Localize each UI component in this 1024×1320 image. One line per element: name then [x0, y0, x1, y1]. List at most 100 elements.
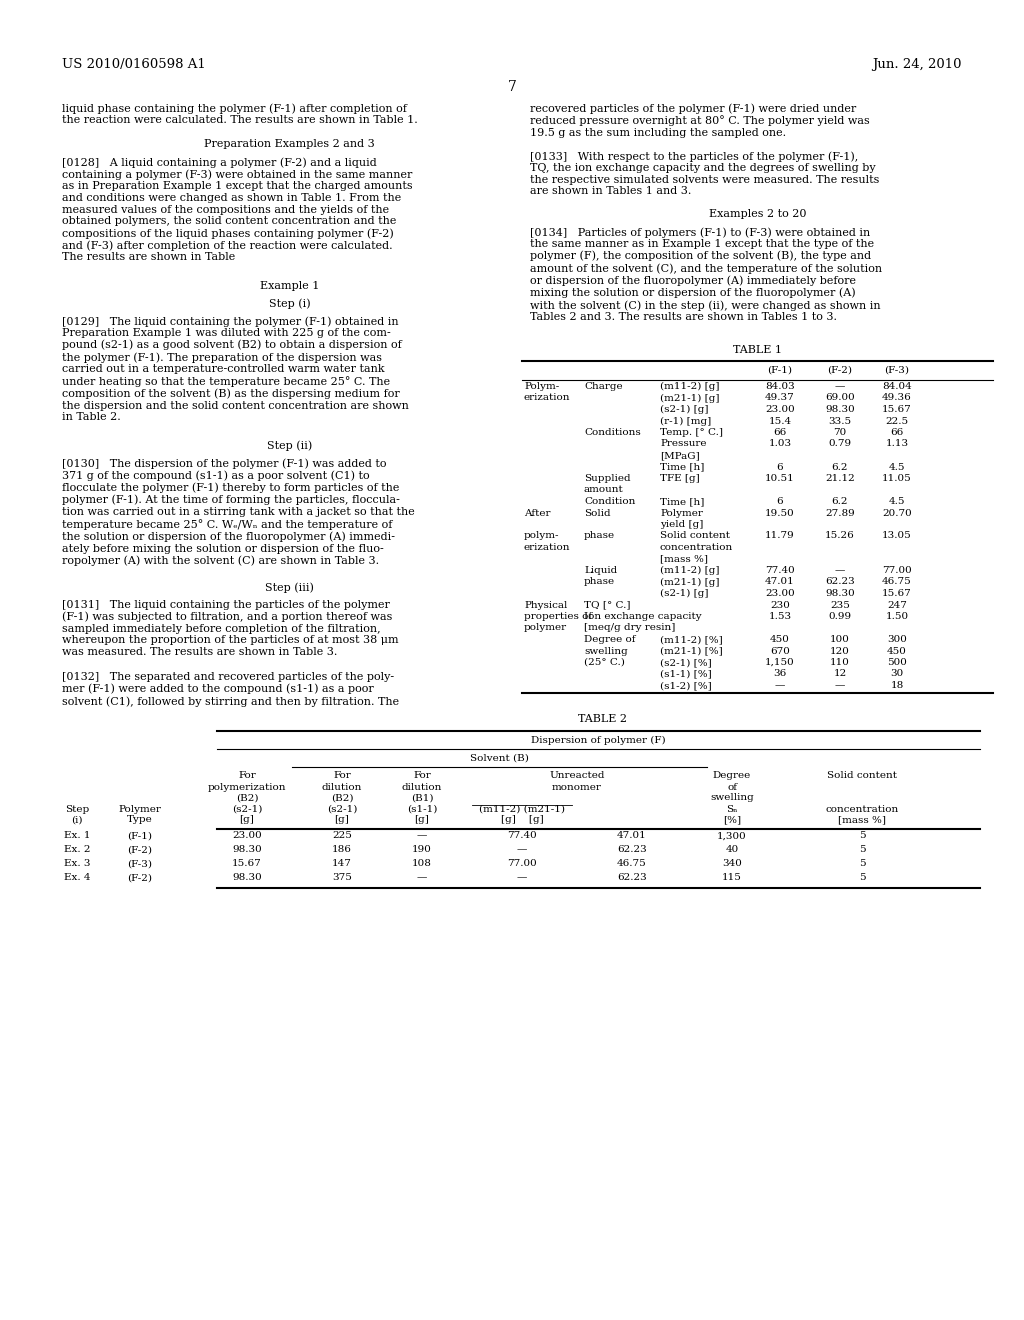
Text: [0128]   A liquid containing a polymer (F-2) and a liquid
containing a polymer (: [0128] A liquid containing a polymer (F-… — [62, 157, 413, 263]
Text: 15.4: 15.4 — [768, 417, 792, 425]
Text: 98.30: 98.30 — [232, 874, 262, 883]
Text: 21.12: 21.12 — [825, 474, 855, 483]
Text: Type: Type — [127, 816, 153, 825]
Text: 23.00: 23.00 — [765, 405, 795, 414]
Text: 15.67: 15.67 — [882, 405, 912, 414]
Text: Solid: Solid — [584, 508, 610, 517]
Text: swelling: swelling — [710, 793, 754, 803]
Text: 27.89: 27.89 — [825, 508, 855, 517]
Text: (m21-1) [%]: (m21-1) [%] — [660, 647, 723, 656]
Text: 300: 300 — [887, 635, 907, 644]
Text: 13.05: 13.05 — [882, 532, 912, 540]
Text: 98.30: 98.30 — [825, 405, 855, 414]
Text: 98.30: 98.30 — [232, 846, 262, 854]
Text: Solid content: Solid content — [660, 532, 730, 540]
Text: (F-2): (F-2) — [128, 846, 153, 854]
Text: (F-3): (F-3) — [128, 859, 153, 869]
Text: 47.01: 47.01 — [617, 832, 647, 841]
Text: 36: 36 — [773, 669, 786, 678]
Text: 30: 30 — [891, 669, 903, 678]
Text: 190: 190 — [412, 846, 432, 854]
Text: Liquid: Liquid — [584, 566, 617, 576]
Text: (m21-1) [g]: (m21-1) [g] — [660, 393, 720, 403]
Text: (F-2): (F-2) — [827, 366, 853, 375]
Text: erization: erization — [524, 393, 570, 403]
Text: polymerization: polymerization — [208, 783, 287, 792]
Text: 23.00: 23.00 — [765, 589, 795, 598]
Text: 84.03: 84.03 — [765, 381, 795, 391]
Text: 6.2: 6.2 — [831, 462, 848, 471]
Text: —: — — [417, 874, 427, 883]
Text: —: — — [835, 381, 845, 391]
Text: 77.40: 77.40 — [507, 832, 537, 841]
Text: (m21-1) [g]: (m21-1) [g] — [660, 578, 720, 586]
Text: —: — — [775, 681, 785, 690]
Text: 77.40: 77.40 — [765, 566, 795, 576]
Text: swelling: swelling — [584, 647, 628, 656]
Text: Jun. 24, 2010: Jun. 24, 2010 — [872, 58, 962, 71]
Text: 0.99: 0.99 — [828, 612, 852, 620]
Text: 23.00: 23.00 — [232, 832, 262, 841]
Text: 22.5: 22.5 — [886, 417, 908, 425]
Text: 46.75: 46.75 — [882, 578, 912, 586]
Text: [meq/g dry resin]: [meq/g dry resin] — [584, 623, 676, 632]
Text: [0134]   Particles of polymers (F-1) to (F-3) were obtained in
the same manner a: [0134] Particles of polymers (F-1) to (F… — [530, 227, 882, 322]
Text: After: After — [524, 508, 551, 517]
Text: (r-1) [mg]: (r-1) [mg] — [660, 417, 712, 425]
Text: Polymer: Polymer — [660, 508, 702, 517]
Text: 225: 225 — [332, 832, 352, 841]
Text: —: — — [517, 874, 527, 883]
Text: 20.70: 20.70 — [882, 508, 912, 517]
Text: Step: Step — [65, 804, 89, 813]
Text: Condition: Condition — [584, 498, 635, 506]
Text: 46.75: 46.75 — [617, 859, 647, 869]
Text: 235: 235 — [830, 601, 850, 610]
Text: 5: 5 — [859, 859, 865, 869]
Text: (s1-1): (s1-1) — [407, 804, 437, 813]
Text: 6: 6 — [776, 498, 783, 506]
Text: Temp. [° C.]: Temp. [° C.] — [660, 428, 723, 437]
Text: (B1): (B1) — [411, 793, 433, 803]
Text: (F-3): (F-3) — [885, 366, 909, 375]
Text: (m11-2) [g]: (m11-2) [g] — [660, 381, 720, 391]
Text: 110: 110 — [830, 657, 850, 667]
Text: Example 1: Example 1 — [260, 281, 319, 290]
Text: 120: 120 — [830, 647, 850, 656]
Text: recovered particles of the polymer (F-1) were dried under
reduced pressure overn: recovered particles of the polymer (F-1)… — [530, 103, 869, 137]
Text: 100: 100 — [830, 635, 850, 644]
Text: amount: amount — [584, 486, 624, 495]
Text: Supplied: Supplied — [584, 474, 631, 483]
Text: [mass %]: [mass %] — [660, 554, 708, 564]
Text: (s2-1) [g]: (s2-1) [g] — [660, 589, 709, 598]
Text: (s2-1) [g]: (s2-1) [g] — [660, 405, 709, 414]
Text: Ex. 2: Ex. 2 — [63, 846, 90, 854]
Text: (F-1): (F-1) — [768, 366, 793, 375]
Text: [0129]   The liquid containing the polymer (F-1) obtained in
Preparation Example: [0129] The liquid containing the polymer… — [62, 315, 409, 422]
Text: Step (ii): Step (ii) — [267, 440, 312, 450]
Text: Step (i): Step (i) — [268, 298, 310, 309]
Text: 62.23: 62.23 — [617, 874, 647, 883]
Text: [mass %]: [mass %] — [838, 816, 886, 825]
Text: For: For — [413, 771, 431, 780]
Text: 450: 450 — [887, 647, 907, 656]
Text: 375: 375 — [332, 874, 352, 883]
Text: properties of: properties of — [524, 612, 592, 620]
Text: 10.51: 10.51 — [765, 474, 795, 483]
Text: (i): (i) — [72, 816, 83, 825]
Text: 5: 5 — [859, 832, 865, 841]
Text: (s2-1): (s2-1) — [231, 804, 262, 813]
Text: 33.5: 33.5 — [828, 417, 852, 425]
Text: Degree: Degree — [713, 771, 752, 780]
Text: 108: 108 — [412, 859, 432, 869]
Text: 1.53: 1.53 — [768, 612, 792, 620]
Text: Ex. 3: Ex. 3 — [63, 859, 90, 869]
Text: [0130]   The dispersion of the polymer (F-1) was added to
371 g of the compound : [0130] The dispersion of the polymer (F-… — [62, 458, 415, 566]
Text: 0.79: 0.79 — [828, 440, 852, 449]
Text: (m11-2) (m21-1): (m11-2) (m21-1) — [479, 804, 565, 813]
Text: Sₙ: Sₙ — [726, 804, 737, 813]
Text: 340: 340 — [722, 859, 742, 869]
Text: dilution: dilution — [322, 783, 362, 792]
Text: 70: 70 — [834, 428, 847, 437]
Text: 11.05: 11.05 — [882, 474, 912, 483]
Text: 47.01: 47.01 — [765, 578, 795, 586]
